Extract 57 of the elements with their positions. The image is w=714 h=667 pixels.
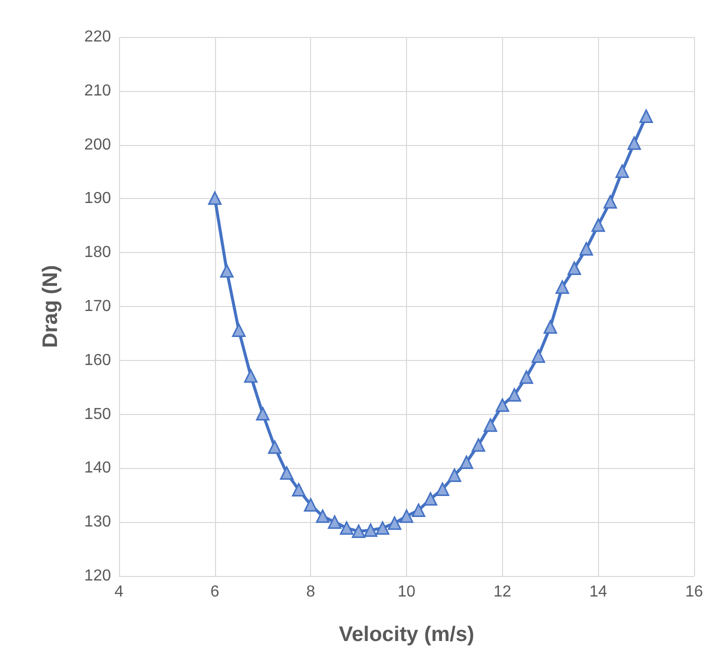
point [232,323,246,337]
point [568,261,582,275]
point [544,320,558,334]
point [208,191,222,205]
point [615,164,629,178]
y-tick-label: 210 [84,82,112,100]
point [532,349,546,363]
point [376,521,390,535]
y-tick-label: 140 [84,460,112,477]
point [603,195,617,209]
point [328,515,342,529]
point [304,498,318,512]
y-tick-label: 150 [84,406,112,423]
point [436,482,450,496]
point [268,440,282,454]
point [472,438,486,452]
y-tick-label: 190 [84,190,112,208]
x-tick-label: 16 [685,584,704,600]
point [639,109,653,123]
y-tick-label: 200 [84,136,112,154]
point [448,468,462,482]
y-tick-label: 130 [84,514,112,531]
x-tick-label: 6 [210,584,220,600]
point [364,523,378,537]
point [220,264,234,278]
point [256,407,270,421]
point [496,398,510,412]
point [424,492,438,506]
x-tick-label: 12 [494,584,512,600]
point [627,136,641,150]
y-tick-label: 180 [84,244,112,262]
point [412,503,426,517]
y-tick-label: 160 [84,352,112,369]
point [388,516,402,530]
y-axis-title: Drag (N) [39,265,62,348]
x-tick-label: 8 [306,584,316,600]
point [592,218,605,232]
point [352,524,366,538]
x-tick-label: 14 [589,584,608,600]
point [460,456,474,470]
point [508,388,522,402]
point [520,370,534,384]
x-axis-title: Velocity (m/s) [338,623,474,646]
point [292,483,306,497]
point [484,418,498,432]
point [244,369,258,383]
point [280,466,294,480]
x-tick-label: 10 [398,584,416,600]
y-tick-label: 170 [84,298,112,315]
point [556,280,570,294]
point [580,242,594,256]
point [340,521,354,535]
x-tick-label: 4 [114,584,124,600]
point [400,509,414,523]
point [316,509,330,523]
y-tick-label: 220 [84,28,112,46]
y-tick-label: 120 [84,568,112,584]
